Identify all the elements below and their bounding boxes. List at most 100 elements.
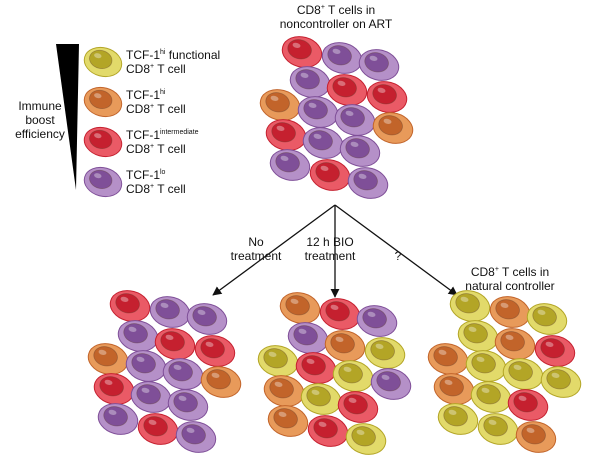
cell-nucleus — [455, 293, 480, 314]
superscript: + — [150, 183, 154, 190]
cell-nucleus — [93, 346, 118, 367]
cell-highlight — [160, 302, 169, 308]
cell-highlight — [128, 326, 137, 332]
cell-highlight — [448, 409, 457, 415]
cell-highlight — [332, 48, 341, 54]
superscript: + — [495, 266, 499, 273]
cell — [130, 381, 172, 413]
cell — [267, 405, 309, 437]
cell-highlight — [178, 395, 187, 401]
cell — [300, 383, 342, 415]
cell-highlight — [120, 296, 129, 302]
cell — [324, 330, 366, 362]
label: treatment — [305, 249, 356, 263]
text-base: CD8 — [471, 265, 495, 279]
cell — [297, 96, 339, 128]
text-base: TCF-1 — [126, 128, 160, 142]
cell-nucleus — [500, 331, 525, 352]
cell-nucleus — [303, 99, 328, 120]
text-base: CD8 — [126, 182, 150, 196]
cell-highlight — [308, 102, 317, 108]
arrow — [334, 204, 458, 296]
superscript: hi — [160, 49, 166, 56]
cell-highlight — [383, 118, 392, 124]
label: efficiency — [15, 127, 65, 141]
cell-nucleus — [271, 122, 296, 143]
cell — [257, 345, 299, 377]
cell-nucleus — [330, 333, 355, 354]
cell-nucleus — [340, 107, 365, 128]
cell-nucleus — [308, 130, 333, 151]
cell-nucleus — [89, 169, 113, 190]
cell — [194, 335, 236, 367]
cell-highlight — [270, 95, 279, 101]
cell-highlight — [318, 421, 327, 427]
cell-highlight — [94, 53, 102, 59]
cell — [307, 415, 349, 447]
cell — [457, 320, 499, 352]
cell — [83, 86, 123, 118]
cell-nucleus — [285, 295, 310, 316]
cell-highlight — [320, 165, 329, 171]
cell-nucleus — [513, 392, 538, 413]
cell-highlight — [350, 141, 359, 147]
superscript: intermediate — [160, 129, 199, 136]
cell-highlight — [313, 133, 322, 139]
cell — [339, 135, 381, 167]
cell-nucleus — [306, 386, 331, 407]
cell — [83, 46, 123, 78]
cell — [83, 166, 123, 198]
label: CD8+ T cells in — [471, 265, 549, 279]
cell-nucleus — [345, 138, 370, 159]
cell-nucleus — [273, 408, 298, 429]
cell-nucleus — [353, 170, 378, 191]
cell-highlight — [300, 72, 309, 78]
cell — [489, 296, 531, 328]
cell-nucleus — [540, 338, 565, 359]
cell-highlight — [94, 93, 102, 99]
cell-highlight — [481, 387, 490, 393]
cell — [372, 112, 414, 144]
cell-nucleus — [433, 346, 458, 367]
label: CD8+ T cell — [126, 142, 186, 156]
cell-highlight — [438, 349, 447, 355]
label: CD8+ T cell — [126, 182, 186, 196]
text-rest: T cell — [154, 62, 186, 76]
cell — [449, 290, 491, 322]
cell-nucleus — [439, 376, 464, 397]
label: TCF-1hi — [126, 88, 166, 102]
cell-highlight — [205, 341, 214, 347]
cell — [326, 74, 368, 106]
cell-highlight — [290, 298, 299, 304]
superscript: + — [321, 4, 325, 11]
cell — [302, 127, 344, 159]
text-rest: T cells in — [325, 3, 375, 17]
cell-nucleus — [173, 392, 198, 413]
cell-nucleus — [332, 77, 357, 98]
text-rest: T cells in — [499, 265, 549, 279]
cell-highlight — [298, 328, 307, 334]
cell-highlight — [345, 110, 354, 116]
cell-nucleus — [263, 348, 288, 369]
cell-nucleus — [521, 424, 546, 445]
cell — [515, 421, 557, 453]
cell-nucleus — [99, 376, 124, 397]
cell-nucleus — [115, 293, 140, 314]
cell-nucleus — [313, 418, 338, 439]
cell — [265, 119, 307, 151]
cell-nucleus — [287, 39, 312, 60]
cell-highlight — [104, 379, 113, 385]
text-base: TCF-1 — [126, 88, 160, 102]
text-base: CD8 — [126, 62, 150, 76]
cell — [345, 423, 387, 455]
cell-highlight — [526, 427, 535, 433]
cell-nucleus — [378, 115, 403, 136]
cell-nucleus — [370, 340, 395, 361]
cell-highlight — [500, 302, 509, 308]
cell-highlight — [337, 80, 346, 86]
cell-nucleus — [206, 369, 231, 390]
superscript: lo — [160, 169, 166, 176]
cell-nucleus — [265, 92, 290, 113]
cell-highlight — [278, 411, 287, 417]
